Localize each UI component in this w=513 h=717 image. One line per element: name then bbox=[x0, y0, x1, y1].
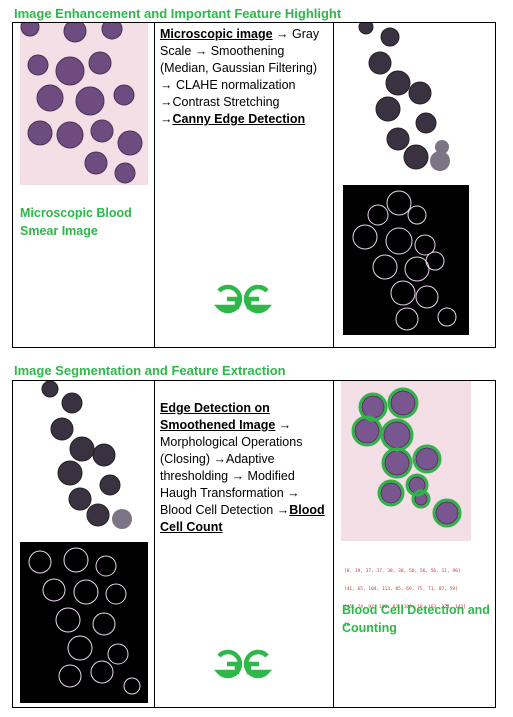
pipeline-end: Blood Cell Count bbox=[160, 503, 325, 534]
detection-overlay-drawing bbox=[351, 387, 462, 528]
column-divider bbox=[333, 381, 334, 707]
geeksforgeeks-logo-icon bbox=[213, 649, 273, 679]
pipeline-steps: → Gray Scale → Smoothening (Median, Gaus… bbox=[160, 27, 320, 126]
smoothened-gray-image bbox=[20, 381, 148, 541]
segmentation-table: Edge Detection on Smoothened Image → Mor… bbox=[12, 380, 496, 708]
blood-smear-drawing bbox=[20, 23, 143, 184]
section-heading-enhancement: Image Enhancement and Important Feature … bbox=[14, 6, 342, 21]
grayscale-cells-drawing bbox=[358, 23, 450, 171]
blood-cell-detection-image bbox=[341, 381, 471, 541]
caption-line: Smear Image bbox=[20, 224, 98, 238]
microscopic-blood-smear-image bbox=[20, 23, 148, 185]
canny-edge-image bbox=[343, 185, 469, 335]
smoothened-cells-drawing bbox=[41, 381, 132, 529]
cell-coordinates-output: [0, 19, 37, 37, 38, 38, 56, 56, 56, 11, … bbox=[344, 557, 466, 641]
edge-detection-image bbox=[20, 542, 148, 703]
section-heading-segmentation: Image Segmentation and Feature Extractio… bbox=[14, 363, 286, 378]
enhancement-table: Microscopic Blood Smear Image Microscopi… bbox=[12, 22, 496, 348]
geeksforgeeks-logo-icon bbox=[213, 284, 273, 314]
pipeline-start: Edge Detection on Smoothened Image bbox=[160, 401, 276, 432]
coords-line: [45, 74, 97, 100, 82, 108, 10, 163, 124,… bbox=[344, 605, 466, 610]
detection-caption: Blood Cell Detection and Counting bbox=[342, 601, 490, 637]
pipeline-steps: → Morphological Operations (Closing) →Ad… bbox=[160, 418, 303, 517]
coords-line: 10 bbox=[344, 623, 350, 628]
caption-line: Microscopic Blood bbox=[20, 206, 132, 220]
column-divider bbox=[333, 23, 334, 347]
microscopic-smear-caption: Microscopic Blood Smear Image bbox=[20, 204, 132, 240]
enhancement-pipeline-text: Microscopic image → Gray Scale → Smoothe… bbox=[160, 26, 328, 128]
edge-outlines-drawing bbox=[28, 547, 141, 695]
pipeline-start: Microscopic image bbox=[160, 27, 273, 41]
grayscale-smoothened-image bbox=[340, 23, 470, 185]
caption-line: Blood Cell Detection and bbox=[342, 603, 490, 617]
coords-line: [41, 65, 104, 113, 85, 69, 75, 71, 87, 5… bbox=[344, 587, 458, 592]
column-divider bbox=[154, 381, 155, 707]
caption-line: Counting bbox=[342, 621, 397, 635]
segmentation-pipeline-text: Edge Detection on Smoothened Image → Mor… bbox=[160, 400, 328, 536]
canny-edges-drawing bbox=[352, 190, 457, 331]
coords-line: [0, 19, 37, 37, 38, 38, 56, 56, 56, 11, … bbox=[344, 569, 461, 574]
column-divider bbox=[154, 23, 155, 347]
pipeline-end: Canny Edge Detection bbox=[172, 112, 306, 126]
